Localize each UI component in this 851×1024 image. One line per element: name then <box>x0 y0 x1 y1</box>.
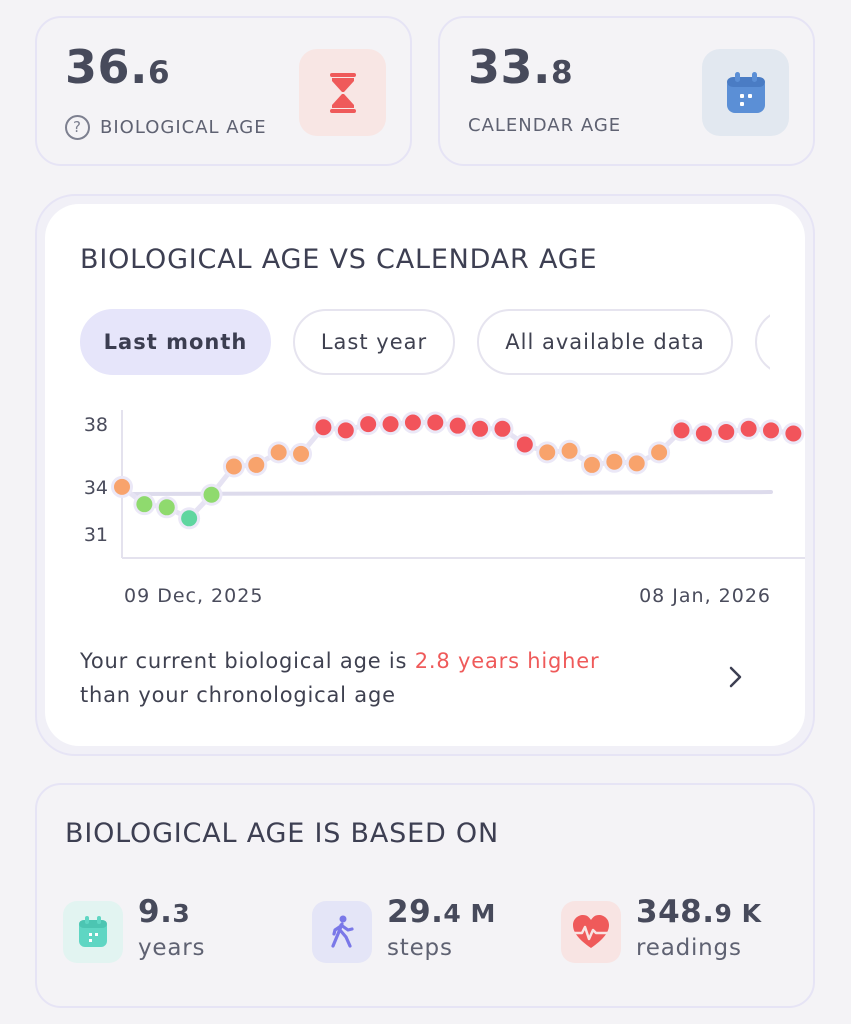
chevron-right-icon[interactable] <box>725 662 747 692</box>
heart-pulse-icon <box>561 901 621 963</box>
metric-steps-unit: steps <box>387 935 453 961</box>
metric-steps: 29.4 M steps <box>312 894 542 972</box>
summary-text-2: than your chronological age <box>80 683 396 707</box>
data-point[interactable] <box>561 442 578 459</box>
metric-readings: 348.9 K readings <box>561 894 801 972</box>
age-chart: 38 34 31 09 Dec, 2025 08 Jan, 2026 <box>84 410 805 607</box>
data-point[interactable] <box>404 414 421 431</box>
calendar-age-value: 33.8 <box>468 40 574 94</box>
data-point[interactable] <box>628 455 645 472</box>
based-on-card: BIOLOGICAL AGE IS BASED ON 9.3 years 29.… <box>35 783 815 1008</box>
y-tick-label: 34 <box>84 477 108 499</box>
data-point[interactable] <box>360 416 377 433</box>
tab-all-available-data[interactable]: All available data <box>477 309 733 375</box>
metric-years-value: 9.3 <box>138 894 191 930</box>
summary-text: Your current biological age is <box>80 649 415 673</box>
based-on-title: BIOLOGICAL AGE IS BASED ON <box>65 818 499 849</box>
data-point[interactable] <box>651 444 668 461</box>
biological-age-value: 36.6 <box>65 40 171 94</box>
data-point[interactable] <box>427 414 444 431</box>
tab-more[interactable] <box>755 309 770 375</box>
age-summary[interactable]: Your current biological age is 2.8 years… <box>80 644 680 712</box>
data-point[interactable] <box>181 510 198 527</box>
tab-last-year[interactable]: Last year <box>293 309 455 375</box>
x-start-label: 09 Dec, 2025 <box>124 585 263 607</box>
data-point[interactable] <box>315 419 332 436</box>
data-point[interactable] <box>673 422 690 439</box>
data-point[interactable] <box>472 420 489 437</box>
y-axis-labels: 38 34 31 <box>84 414 108 546</box>
data-point[interactable] <box>539 444 556 461</box>
chart-title: BIOLOGICAL AGE VS CALENDAR AGE <box>80 244 598 275</box>
metric-years-unit: years <box>138 935 206 961</box>
calendar-age-line <box>130 490 773 497</box>
calendar-icon <box>63 901 123 963</box>
summary-highlight: 2.8 years higher <box>414 649 600 673</box>
biological-age-line <box>120 420 794 521</box>
biological-age-points <box>111 411 805 530</box>
data-point[interactable] <box>158 499 175 516</box>
metric-steps-value: 29.4 M <box>387 894 496 930</box>
data-point[interactable] <box>382 416 399 433</box>
data-point[interactable] <box>449 417 466 434</box>
help-icon[interactable]: ? <box>65 115 90 140</box>
biological-age-label: BIOLOGICAL AGE <box>100 117 267 138</box>
data-point[interactable] <box>337 422 354 439</box>
data-point[interactable] <box>695 425 712 442</box>
metric-readings-value: 348.9 K <box>636 894 762 930</box>
data-point[interactable] <box>785 425 802 442</box>
biological-age-label-row: ? BIOLOGICAL AGE <box>65 115 267 140</box>
data-point[interactable] <box>740 420 757 437</box>
metric-readings-unit: readings <box>636 935 742 961</box>
y-tick-label: 31 <box>84 524 108 546</box>
data-point[interactable] <box>516 436 533 453</box>
y-tick-label: 38 <box>84 414 108 436</box>
walking-icon <box>312 901 372 963</box>
data-point[interactable] <box>494 420 511 437</box>
data-point[interactable] <box>136 496 153 513</box>
data-point[interactable] <box>114 478 130 495</box>
tab-last-month[interactable]: Last month <box>80 309 271 375</box>
calendar-age-card[interactable]: 33.8 CALENDAR AGE <box>438 16 815 166</box>
data-point[interactable] <box>763 422 779 439</box>
calendar-icon <box>702 49 789 136</box>
data-point[interactable] <box>583 456 600 473</box>
calendar-age-label: CALENDAR AGE <box>468 115 622 136</box>
data-point[interactable] <box>203 486 220 503</box>
data-point[interactable] <box>718 423 735 440</box>
data-point[interactable] <box>248 456 265 473</box>
x-end-label: 08 Jan, 2026 <box>639 585 771 607</box>
time-range-tabs: Last month Last year All available data <box>80 309 770 375</box>
hourglass-icon <box>299 49 386 136</box>
age-chart-card: BIOLOGICAL AGE VS CALENDAR AGE Last mont… <box>45 204 805 746</box>
data-point[interactable] <box>293 445 310 462</box>
data-point[interactable] <box>225 458 242 475</box>
metric-years: 9.3 years <box>63 894 293 972</box>
data-point[interactable] <box>270 444 287 461</box>
data-point[interactable] <box>606 453 623 470</box>
biological-age-card[interactable]: 36.6 ? BIOLOGICAL AGE <box>35 16 412 166</box>
